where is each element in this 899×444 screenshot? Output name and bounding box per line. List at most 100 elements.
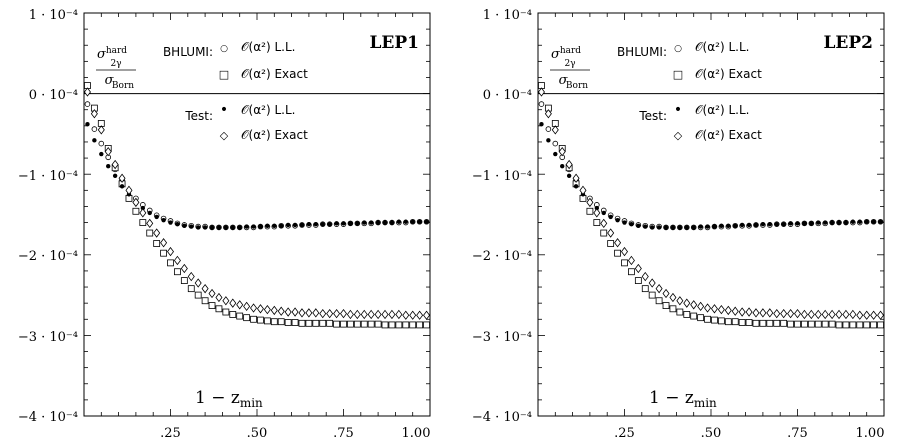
data-point-dot — [608, 214, 613, 220]
data-point-dot — [140, 205, 146, 211]
data-point-diamond — [284, 307, 292, 317]
data-point-diamond — [877, 310, 885, 320]
data-point-dot — [85, 122, 90, 127]
data-point-square — [347, 320, 354, 328]
chart-title: LEP1 — [369, 33, 419, 53]
data-point-diamond — [250, 303, 258, 313]
data-point-square — [291, 319, 299, 326]
data-point-dot — [154, 214, 159, 220]
x-tick-label: 1.00 — [856, 426, 885, 441]
data-point-dot — [705, 224, 710, 229]
data-point-dot — [334, 221, 339, 226]
data-point-square — [395, 321, 403, 329]
data-point-square — [326, 319, 334, 327]
data-point-square — [814, 320, 822, 328]
data-point-dot — [774, 221, 779, 227]
data-point-diamond — [766, 308, 774, 318]
data-point-dot — [119, 184, 125, 189]
data-point-dot — [341, 221, 346, 226]
legend-symbol-dot: • — [220, 102, 228, 118]
data-point-diamond — [256, 304, 264, 314]
data-point-square — [807, 320, 815, 328]
legend-symbol-square: □ — [219, 68, 229, 81]
data-point-dot — [410, 219, 415, 224]
y-tick-label: −1 · 10⁻⁴ — [472, 169, 532, 184]
data-point-square — [319, 319, 327, 327]
data-point-square — [257, 316, 264, 324]
data-point-square — [877, 321, 884, 329]
axis-ticks — [537, 12, 885, 417]
data-point-dot — [829, 220, 835, 225]
data-point-dot — [746, 222, 752, 228]
svg-text:2γ: 2γ — [110, 59, 121, 69]
data-point-dot — [809, 221, 814, 226]
data-point-diamond — [125, 185, 133, 195]
data-point-dot — [615, 217, 620, 223]
data-point-diamond — [111, 159, 119, 170]
data-point-diamond — [800, 309, 808, 320]
data-point-diamond — [374, 309, 382, 320]
y-axis-label: σhard 2γ σ Born — [96, 46, 136, 91]
data-point-dot — [195, 225, 201, 230]
data-point-square — [745, 319, 753, 326]
data-point-square — [683, 311, 691, 318]
x-tick-label: .50 — [247, 426, 268, 441]
data-point-square — [174, 268, 181, 276]
data-point-dot — [850, 219, 856, 224]
data-point-dot — [698, 224, 703, 229]
data-point-dot — [573, 184, 579, 189]
data-point-dot — [106, 163, 111, 169]
data-point-diamond — [180, 263, 188, 274]
data-point-circle — [98, 140, 105, 147]
data-point-square — [593, 219, 601, 226]
data-point-square — [215, 305, 223, 313]
data-point-dot — [822, 220, 828, 225]
data-point-circle — [91, 126, 98, 132]
data-point-dot — [396, 219, 402, 224]
data-point-square — [132, 207, 140, 215]
data-point-square — [752, 319, 760, 327]
data-point-diamond — [655, 283, 663, 294]
data-point-square — [711, 316, 718, 324]
data-point-dot — [161, 217, 166, 223]
data-point-diamond — [312, 308, 320, 318]
data-point-diamond — [340, 308, 347, 319]
y-tick-label: −3 · 10⁻⁴ — [18, 330, 78, 345]
data-point-diamond — [669, 292, 677, 303]
data-point-diamond — [402, 310, 410, 320]
data-point-diamond — [551, 125, 559, 135]
data-point-square — [614, 249, 621, 257]
legend-entry-text: 𝒪(α²) Exact — [241, 128, 308, 142]
data-point-square — [863, 321, 871, 329]
data-point-square — [388, 321, 396, 329]
data-point-dot — [684, 225, 689, 230]
data-point-dot — [389, 220, 395, 225]
data-point-diamond — [346, 309, 354, 320]
data-point-diamond — [537, 87, 545, 97]
data-point-dot — [760, 221, 766, 227]
data-point-square — [697, 314, 705, 322]
data-point-dot — [781, 221, 786, 227]
y-tick-label: −4 · 10⁻⁴ — [472, 410, 532, 425]
data-point-dot — [753, 222, 759, 228]
y-tick-label: −2 · 10⁻⁴ — [18, 249, 78, 264]
legend-symbol-diamond: ◇ — [674, 129, 683, 142]
data-point-diamond — [579, 185, 587, 195]
data-point-diamond — [395, 309, 403, 320]
data-point-diamond — [662, 288, 670, 299]
data-point-square — [360, 320, 368, 328]
data-point-square — [821, 320, 829, 328]
data-point-dot — [739, 222, 745, 228]
data-point-diamond — [326, 308, 334, 319]
data-point-square — [704, 315, 711, 323]
data-point-dot — [285, 222, 291, 228]
legend-symbol-circle: ○ — [674, 44, 682, 54]
data-point-dot — [182, 223, 187, 228]
legend-group-label: BHLUMI: — [617, 45, 667, 59]
data-markers — [83, 82, 431, 329]
data-point-diamond — [215, 292, 223, 303]
data-point-diamond — [565, 159, 573, 170]
x-axis-label: 1 − zmin — [195, 388, 263, 410]
data-point-diamond — [856, 310, 864, 320]
data-point-diamond — [717, 304, 725, 315]
